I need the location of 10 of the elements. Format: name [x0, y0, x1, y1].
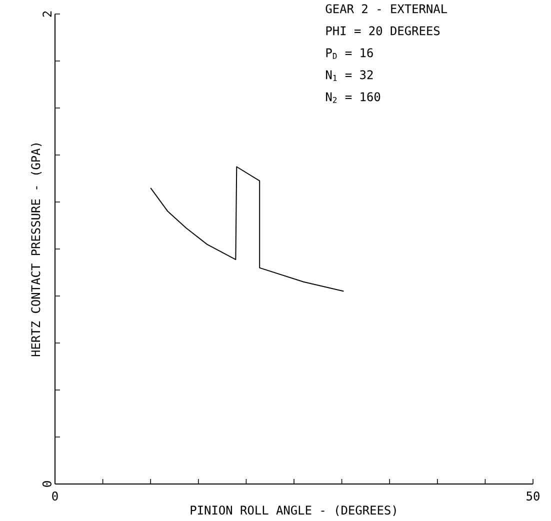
annotation: N$_{1}$ = 32 — [326, 70, 373, 81]
line-series — [150, 166, 344, 292]
text: GEAR 2 - EXTERNAL — [326, 4, 447, 14]
y-axis-title: HERTZ CONTACT PRESSURE - (GPA) — [30, 144, 42, 356]
annotation: P$_{D}$ = 16 — [326, 48, 373, 59]
y-tick-label: 2 — [42, 11, 52, 17]
annotation: PHI = 20 DEGREES — [326, 26, 440, 36]
x-axis-title: PINION ROLL ANGLE - (DEGREES) — [190, 505, 396, 516]
x-tick-label: 50 — [526, 492, 540, 501]
annotation: N$_{2}$ = 160 — [326, 92, 380, 103]
